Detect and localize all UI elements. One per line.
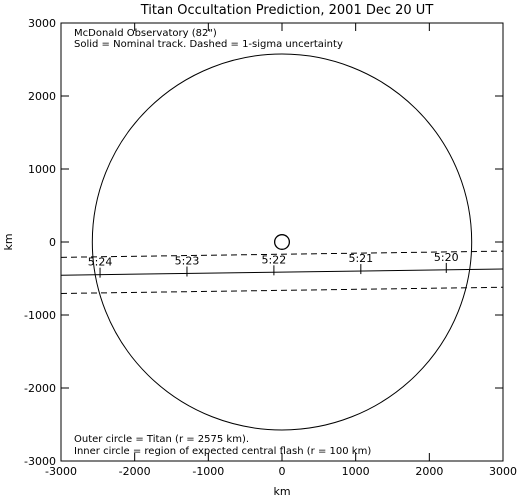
y-tick-label: 1000 [28, 163, 56, 176]
nominal-track-line [60, 268, 504, 276]
x-tick-label: -3000 [45, 465, 77, 478]
y-tick-label: 3000 [28, 17, 56, 30]
y-tick-label: -3000 [24, 455, 56, 468]
x-tick-label: 2000 [415, 465, 443, 478]
annotation-outer-circle: Outer circle = Titan (r = 2575 km). [74, 434, 249, 445]
time-marks: 5:24 5:23 5:22 5:21 5:20 [88, 251, 459, 278]
chart-title: Titan Occultation Prediction, 2001 Dec 2… [140, 3, 434, 18]
y-axis-ticks: -3000 -2000 -1000 0 1000 2000 3000 [24, 17, 503, 468]
time-label: 5:21 [348, 252, 373, 265]
x-tick-label: -1000 [192, 465, 224, 478]
x-axis-ticks: -3000 -2000 -1000 0 1000 2000 3000 [45, 23, 517, 478]
uncertainty-lower-line [60, 286, 504, 294]
time-label: 5:23 [175, 254, 200, 267]
titan-circles [91, 53, 473, 431]
annotation-inner-circle: Inner circle = region of expected centra… [74, 446, 371, 457]
x-axis-label: km [273, 485, 290, 498]
time-label: 5:24 [88, 256, 113, 269]
y-axis-label: km [2, 233, 15, 250]
plot-frame [60, 22, 504, 462]
time-label: 5:20 [434, 251, 459, 264]
central-flash-circle [273, 234, 291, 250]
y-tick-label: 0 [49, 236, 56, 249]
annotation-track-legend: Solid = Nominal track. Dashed = 1-sigma … [74, 39, 343, 50]
x-tick-label: -2000 [119, 465, 151, 478]
annotation-observatory: McDonald Observatory (82") [74, 28, 217, 39]
y-tick-label: -1000 [24, 309, 56, 322]
x-tick-label: 1000 [342, 465, 370, 478]
uncertainty-upper-line [60, 250, 504, 258]
x-tick-label: 3000 [489, 465, 517, 478]
occultation-tracks [60, 250, 504, 294]
time-label: 5:22 [262, 253, 287, 266]
y-tick-label: -2000 [24, 382, 56, 395]
y-tick-label: 2000 [28, 90, 56, 103]
x-tick-label: 0 [279, 465, 286, 478]
titan-outer-circle [91, 53, 473, 431]
